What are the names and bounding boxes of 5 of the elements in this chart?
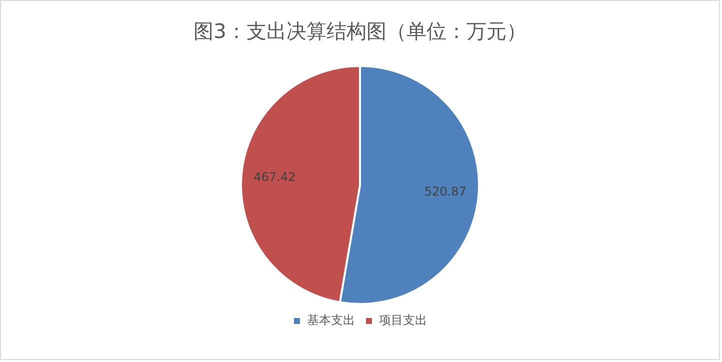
chart-title: 图3：支出决算结构图（单位：万元） xyxy=(194,19,526,44)
legend-label: 项目支出 xyxy=(379,313,427,328)
data-label: 520.87 xyxy=(424,184,466,198)
data-label: 467.42 xyxy=(254,170,296,184)
legend-label: 基本支出 xyxy=(307,313,355,328)
